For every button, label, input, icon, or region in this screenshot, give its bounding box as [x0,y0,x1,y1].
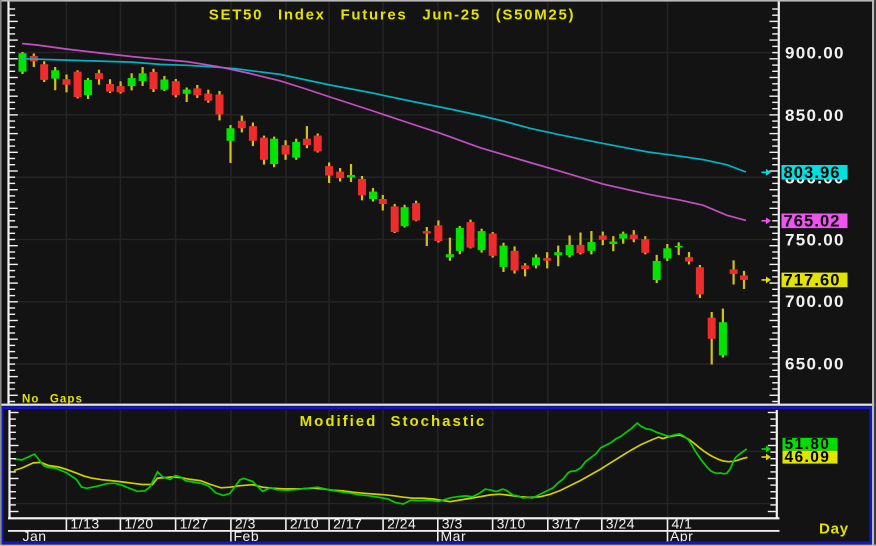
svg-text:1/20: 1/20 [124,516,153,532]
svg-text:850.00: 850.00 [785,106,845,125]
svg-text:3/10: 3/10 [497,516,526,532]
svg-text:765.02: 765.02 [784,212,841,230]
svg-text:2/24: 2/24 [387,516,416,532]
svg-text:803.96: 803.96 [784,164,841,182]
svg-text:650.00: 650.00 [785,354,845,373]
svg-text:No Gaps: No Gaps [22,394,83,406]
svg-text:750.00: 750.00 [785,230,845,249]
svg-text:Jan: Jan [23,528,47,544]
svg-text:Modified Stochastic: Modified Stochastic [300,413,487,430]
svg-text:900.00: 900.00 [785,44,845,63]
svg-text:3/17: 3/17 [552,516,581,532]
svg-text:717.60: 717.60 [784,272,841,290]
svg-text:Apr: Apr [670,528,693,544]
svg-text:51.80: 51.80 [785,436,831,453]
svg-text:3/3: 3/3 [442,516,463,532]
svg-text:46.09: 46.09 [785,449,831,466]
svg-text:2/17: 2/17 [333,516,362,532]
svg-text:Mar: Mar [441,528,467,544]
svg-text:2/3: 2/3 [235,516,256,532]
svg-text:Day: Day [819,521,849,538]
svg-text:2/10: 2/10 [290,516,319,532]
svg-text:1/13: 1/13 [70,516,99,532]
svg-text:3/24: 3/24 [606,516,635,532]
svg-text:4/1: 4/1 [672,516,693,532]
svg-text:Feb: Feb [234,528,260,544]
svg-text:SET50 Index Futures Jun-25 (S5: SET50 Index Futures Jun-25 (S50M25) [209,7,575,24]
svg-text:1/27: 1/27 [180,516,209,532]
svg-text:700.00: 700.00 [785,292,845,311]
